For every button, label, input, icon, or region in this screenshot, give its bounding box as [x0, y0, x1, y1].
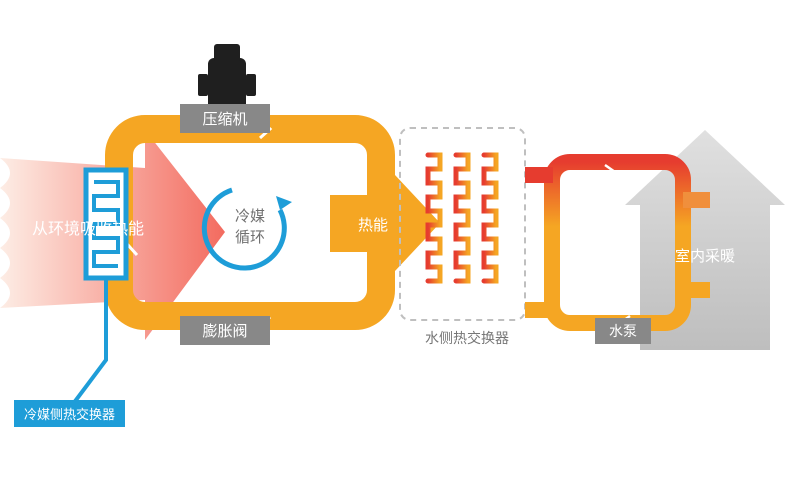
heat-pump-diagram: 从环境吸收热能 压缩机 膨胀阀 冷媒 循环 热能 水侧热交换器 水泵 室内采暖 … [0, 0, 800, 500]
refrig-hx-callout: 冷媒侧热交换器 [14, 400, 125, 427]
compressor-label: 压缩机 [180, 104, 270, 133]
pump-label: 水泵 [595, 318, 651, 344]
expansion-label: 膨胀阀 [180, 316, 270, 345]
cycle-label-line2: 循环 [218, 226, 282, 247]
indoor-heating-label: 室内采暖 [660, 245, 750, 266]
compressor-icon [198, 44, 256, 110]
hx-coils [428, 155, 496, 281]
water-hx-label: 水侧热交换器 [412, 328, 522, 348]
heat-energy-label: 热能 [345, 214, 401, 235]
cycle-label-line1: 冷媒 [218, 205, 282, 226]
env-absorb-label: 从环境吸收热能 [28, 215, 148, 239]
